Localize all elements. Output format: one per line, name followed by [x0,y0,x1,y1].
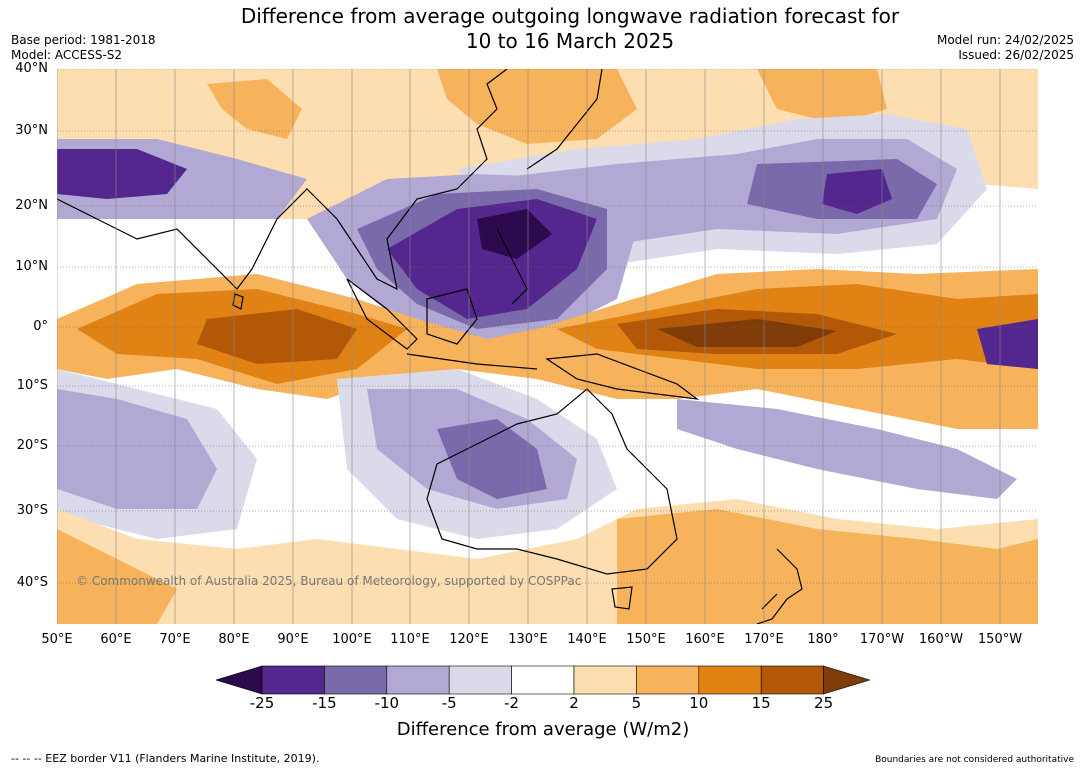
anomaly-negative-arabia-core [57,149,187,199]
anomaly-negative-pacific-core [822,169,892,214]
colorbar-extend-low [214,665,263,695]
anomaly-map-svg [57,69,1038,624]
colorbar-tick-label: -25 [249,694,275,712]
longitude-label: 170°W [859,632,905,647]
colorbar-tick-label: 5 [631,694,642,712]
longitude-label: 110°E [390,632,430,647]
longitude-label: 100°E [332,632,372,647]
colorbar-svg [214,665,871,695]
anomaly-negative-australia-core [437,419,547,499]
colorbar-tick-label: 10 [689,694,709,712]
boundaries-disclaimer: Boundaries are not considered authoritat… [875,755,1074,765]
colorbar-tick-label: 15 [751,694,771,712]
coastline-japan [526,69,603,170]
latitude-label: 40°S [16,575,48,590]
latitude-label: 0° [33,319,48,334]
longitude-label: 130°E [508,632,548,647]
anomaly-positive-equator-extreme [657,319,837,347]
colorbar-label: Difference from average (W/m2) [396,719,690,740]
copyright-notice: © Commonwealth of Australia 2025, Bureau… [76,574,582,588]
anomaly-negative-south-indian-mid [57,389,577,509]
latitude-label: 30°N [15,123,48,138]
longitude-label: 160°W [918,632,964,647]
anomaly-negative-philippines-core [477,209,552,259]
title-line-1: Difference from average outgoing longwav… [240,4,900,28]
title-line-2: 10 to 16 March 2025 [465,29,675,53]
latitude-label: 30°S [16,503,48,518]
colorbar-tick-label: -10 [374,694,400,712]
longitude-label: 180° [807,632,839,647]
colorbar-extend-high [823,665,871,695]
anomaly-positive-northeast [757,69,887,124]
coastline-asia [57,69,508,291]
anomaly-map[interactable] [57,69,1038,624]
issued-date: Issued: 26/02/2025 [958,48,1074,62]
colorbar-tick-label: -5 [441,694,457,712]
colorbar-swatch [698,665,762,695]
base-period: Base period: 1981-2018 [11,33,156,47]
colorbar-swatch [261,665,325,695]
colorbar-swatch [573,665,637,695]
coastline-sumatra-java [346,278,538,370]
latitude-label: 20°S [16,438,48,453]
longitude-label: 80°E [218,632,250,647]
coastline-sri-lanka [232,293,244,310]
longitude-label: 90°E [277,632,309,647]
eez-legend: -- -- -- EEZ border V11 (Flanders Marine… [11,752,320,765]
colorbar-swatch [760,665,824,695]
coastline-philippines [496,228,528,305]
anomaly-negative-south-pacific [677,399,1017,499]
colorbar-swatch [448,665,512,695]
colorbar-tick-label: 25 [814,694,834,712]
latitude-label: 20°N [15,198,48,213]
coastline-new-guinea [545,353,700,400]
longitude-label: 120°E [449,632,489,647]
colorbar-swatch [511,665,575,695]
coastline-australia [426,388,678,575]
model-run: Model run: 24/02/2025 [936,33,1074,47]
colorbar-tick-label: 2 [569,694,579,712]
longitude-label: 160°E [685,632,725,647]
longitude-label: 70°E [159,632,191,647]
longitude-label: 50°E [41,632,73,647]
longitude-label: 60°E [100,632,132,647]
meta-right: Model run: 24/02/2025 Issued: 26/02/2025 [937,33,1074,63]
coastline-borneo [426,288,478,345]
longitude-label: 170°E [744,632,784,647]
anomaly-positive-arabia [207,79,302,139]
colorbar-tick-label: -15 [312,694,337,712]
colorbar-swatch [386,665,450,695]
latitude-label: 40°N [15,61,48,76]
latitude-label: 10°N [15,259,48,274]
longitude-label: 150°W [977,632,1023,647]
coastline-tasmania [611,586,633,610]
colorbar [214,665,871,699]
map-title: Difference from average outgoing longwav… [170,4,970,54]
longitude-label: 140°E [567,632,607,647]
gridlines [57,69,1038,624]
anomaly-negative-east-core [977,319,1038,369]
longitude-label: 150°E [626,632,666,647]
colorbar-tick-label: -2 [504,694,520,712]
meta-left: Base period: 1981-2018 Model: ACCESS-S2 [11,33,156,63]
latitude-label: 10°S [16,378,48,393]
colorbar-swatch [636,665,700,695]
model-name: Model: ACCESS-S2 [11,48,123,62]
colorbar-swatch [324,665,388,695]
coastline-new-zealand [756,548,803,624]
